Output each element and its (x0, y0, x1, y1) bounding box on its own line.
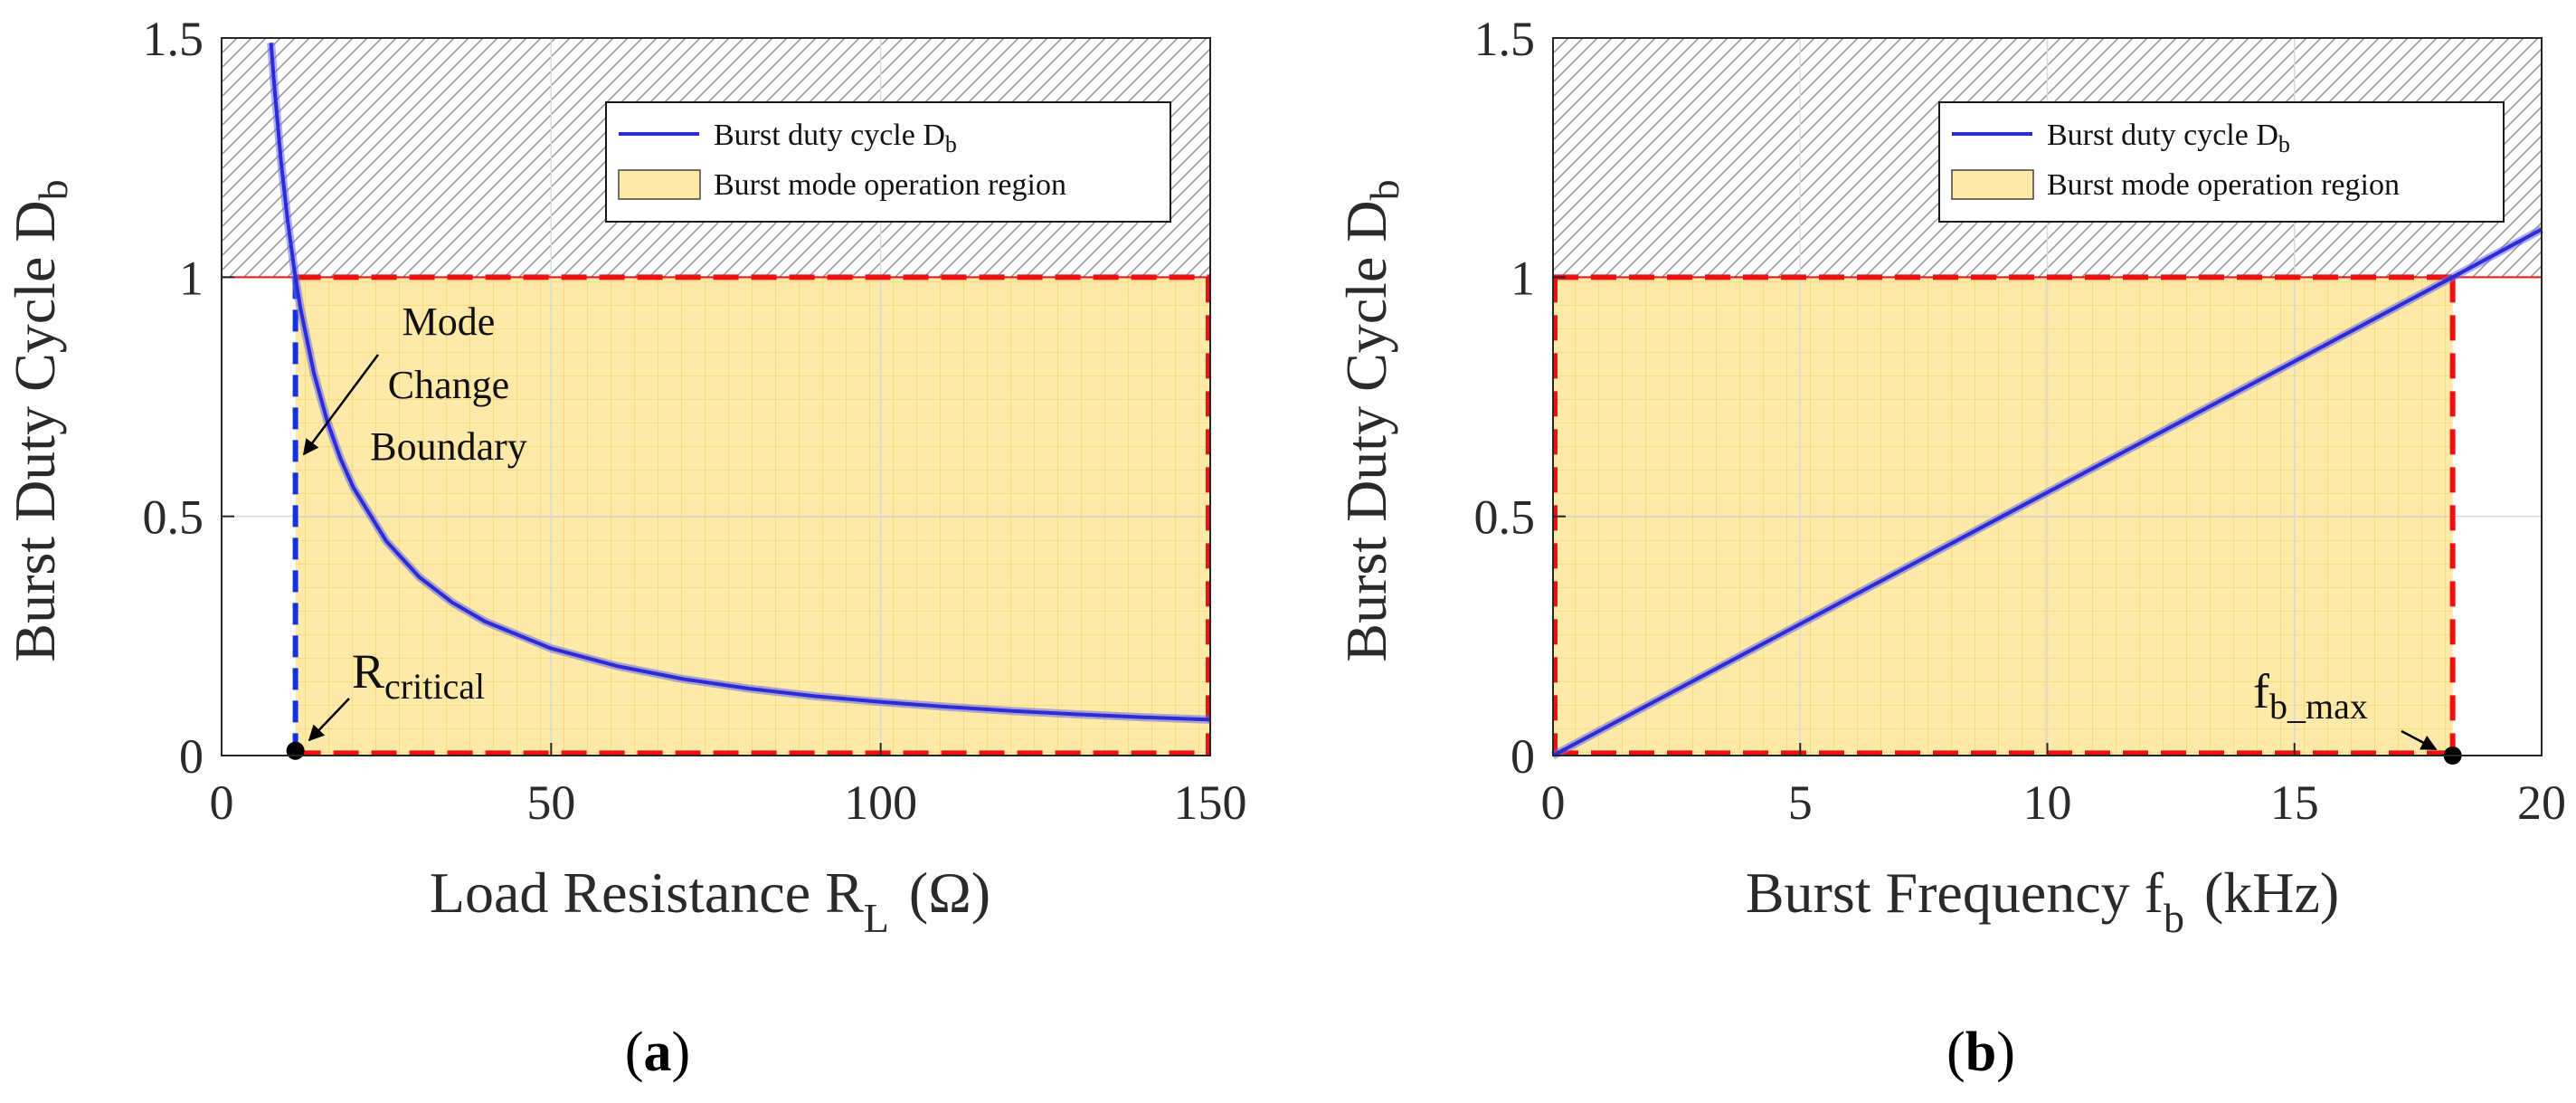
y-tick-label: 1.5 (1474, 12, 1536, 66)
y-tick-label: 0.5 (1474, 490, 1536, 545)
x-tick-label: 20 (2517, 775, 2566, 830)
fb-max-label: fb_max (2253, 664, 2368, 727)
panel-a-y-axis-label: Burst Duty Cycle Db (3, 179, 76, 661)
panel-b-axes-layer: 0 5 10 15 20 0 0.5 1 1.5 (1474, 12, 2567, 830)
critical-point-marker (286, 741, 305, 760)
x-axis-label-unit: (Ω) (909, 861, 990, 925)
y-tick-label: 1 (1511, 251, 1535, 305)
x-axis-label-main: Burst Frequency f (1746, 861, 2164, 925)
panel-a-curve-layer (267, 42, 1211, 760)
panel-b-label: (b) (1946, 1022, 2015, 1083)
chart-panel-a: 0 50 100 150 0 0.5 1 1.5 Burst Duty Cycle Db Lo… (3, 12, 1247, 1083)
legend-line-label: Burst duty cycle Db (2047, 119, 2290, 157)
y-axis-label-main: Burst Duty Cycle D (1334, 200, 1398, 661)
x-tick-label: 50 (526, 775, 575, 830)
annotation-arrow (302, 354, 380, 456)
panel-b-legend: Burst duty cycle Db Burst mode operation… (1938, 101, 2505, 223)
panel-a-axes-layer: 0 50 100 150 0 0.5 1 1.5 (143, 12, 1247, 830)
y-tick-label: 1 (179, 251, 204, 305)
y-tick-label: 0 (1511, 729, 1535, 784)
legend-region-label: Burst mode operation region (2047, 168, 2400, 202)
y-tick-label: 0 (179, 729, 204, 784)
x-tick-label: 0 (210, 775, 234, 830)
annotation-line-1: Mode (402, 300, 496, 344)
duty-cycle-curve (1552, 227, 2543, 757)
panel-b-x-axis-label: Burst Frequency fb (kHz) (1746, 861, 2339, 941)
x-tick-label: 10 (2023, 775, 2072, 830)
x-axis-label-sub: L (864, 895, 889, 941)
y-axis-label-sub: b (1361, 179, 1407, 200)
y-axis-label-sub: b (30, 179, 76, 200)
y-axis-label-main: Burst Duty Cycle D (3, 200, 67, 661)
x-axis-label-main: Load Resistance R (430, 861, 864, 925)
x-tick-label: 0 (1541, 775, 1566, 830)
panel-a-label: (a) (625, 1022, 690, 1083)
r-critical-arrow (308, 698, 350, 742)
plot-frame (221, 37, 1211, 756)
x-axis-label-sub: b (2164, 895, 2184, 941)
y-tick-label: 1.5 (143, 12, 204, 66)
legend-region-label: Burst mode operation region (714, 168, 1066, 202)
x-tick-label: 15 (2270, 775, 2319, 830)
fb-max-annotation: fb_max (2253, 664, 2438, 751)
x-tick-label: 5 (1788, 775, 1813, 830)
legend-region-swatch (618, 169, 701, 200)
fb-max-arrow (2401, 729, 2438, 751)
x-tick-label: 150 (1174, 775, 1247, 830)
panel-a-x-axis-label: Load Resistance RL (Ω) (430, 861, 990, 941)
annotation-line-2: Change (388, 363, 509, 407)
r-critical-label: Rcritical (352, 644, 485, 707)
mode-change-boundary-annotation: Mode Change Boundary (302, 300, 527, 469)
annotation-line-3: Boundary (370, 424, 527, 469)
legend-line-label: Burst duty cycle Db (714, 119, 957, 157)
duty-cycle-curve (269, 43, 1211, 722)
legend-region-swatch (1951, 169, 2034, 200)
panel-a-legend: Burst duty cycle Db Burst mode operation… (605, 101, 1171, 223)
x-axis-label-unit: (kHz) (2204, 861, 2339, 925)
r-critical-annotation: Rcritical (308, 644, 485, 742)
y-tick-label: 0.5 (143, 490, 204, 545)
panel-b-y-axis-label: Burst Duty Cycle Db (1334, 179, 1407, 661)
x-tick-label: 100 (844, 775, 917, 830)
